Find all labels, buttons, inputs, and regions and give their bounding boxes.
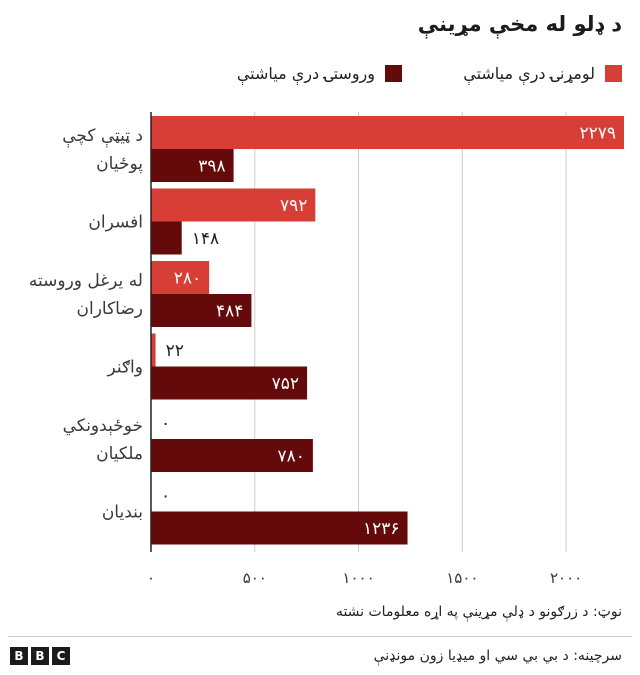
bar-value-label: ۷۹۲ xyxy=(280,196,307,216)
bar xyxy=(151,366,308,400)
category-label: بنديان xyxy=(102,503,143,523)
bar xyxy=(151,511,408,545)
category-label: افسران xyxy=(88,213,143,233)
bar-value-label: ۰ xyxy=(161,486,170,506)
x-tick-label: ۲۰۰۰ xyxy=(550,569,582,587)
bar xyxy=(151,116,624,149)
bar-value-label: ۲۸۰ xyxy=(174,269,201,289)
bbc-logo: B B C xyxy=(10,647,70,665)
category-label: خوځېدونکي xyxy=(63,416,143,436)
x-tick-label: ۱۰۰۰ xyxy=(342,569,374,587)
chart-title: د ډلو له مخې مړينې xyxy=(417,12,622,36)
category-label: ملکيان xyxy=(96,444,143,464)
bar xyxy=(151,294,252,327)
legend-label-first-months: لومړنۍ درې مياشتې xyxy=(463,64,595,83)
bar-value-label: ۷۵۲ xyxy=(272,374,299,394)
legend-swatch-first-months xyxy=(605,65,622,82)
bar-value-label: ۲۲۷۹ xyxy=(579,124,616,144)
bar-chart: ۲۲۷۹ ۳۹۸ د ټيټې کچې پوځيان ۷۹۲ ۱۴۸ افسران ۲۸۰ ۴۸… xyxy=(29,112,624,587)
bar-value-label: ۰ xyxy=(161,414,170,434)
logo-letter: B xyxy=(31,647,49,665)
bar xyxy=(151,149,234,182)
category-label: واګنر xyxy=(106,358,143,378)
x-tick-label: ۱۵۰۰ xyxy=(446,569,478,587)
legend-swatch-last-months xyxy=(385,65,402,82)
chart-source: سرچينه: د بي بي سي او ميډيا زون مونډنې xyxy=(373,648,622,664)
bar xyxy=(151,439,313,472)
category-label: پوځيان xyxy=(96,154,143,174)
bar xyxy=(151,188,316,222)
bar-value-label: ۳۹۸ xyxy=(198,157,225,177)
category-label: د ټيټې کچې xyxy=(62,126,143,148)
bar-value-label: ۴۸۴ xyxy=(216,302,243,322)
category-label: له يرغل وروسته xyxy=(29,271,143,291)
bar xyxy=(151,221,182,255)
bar-value-label: ۷۸۰ xyxy=(277,447,304,467)
bar xyxy=(151,261,210,294)
category-label: رضاکاران xyxy=(76,299,143,319)
logo-letter: B xyxy=(10,647,28,665)
legend-label-last-months: وروستۍ درې مياشتې xyxy=(236,64,375,83)
footer-divider xyxy=(8,636,632,637)
legend-item-first-months: لومړنۍ درې مياشتې xyxy=(463,64,622,83)
x-tick-label: ۰ xyxy=(147,569,155,587)
legend-item-last-months: وروستۍ درې مياشتې xyxy=(237,64,402,83)
bar-value-label: ۱۴۸ xyxy=(192,229,219,249)
x-tick-label: ۵۰۰ xyxy=(243,569,267,587)
bar-value-label: ۲۲ xyxy=(166,341,184,361)
bar-value-label: ۱۲۳۶ xyxy=(363,519,400,539)
logo-letter: C xyxy=(52,647,70,665)
bar xyxy=(151,333,156,367)
chart-note: نوټ: د زرګونو د ډلې مړينې په اړه معلومات… xyxy=(335,604,622,620)
